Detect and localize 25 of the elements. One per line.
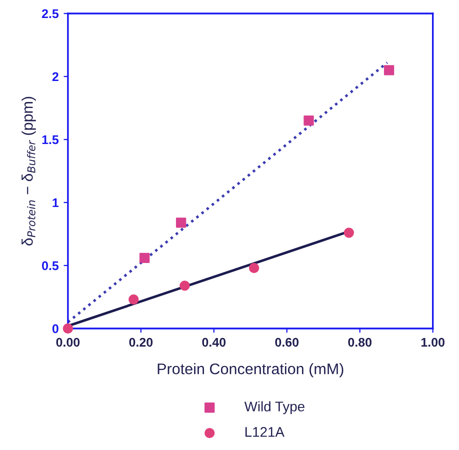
y-tick-label: 2 (52, 72, 58, 82)
y-tick-label: 1.5 (42, 135, 59, 144)
x-tick-label: 1.00 (421, 338, 444, 347)
y-tick-label: 1 (52, 198, 59, 208)
legend-label: Wild Type (244, 401, 304, 414)
point (128, 294, 139, 305)
x-tick-label: 0.40 (202, 338, 226, 347)
x-tick-label: 0.60 (275, 338, 299, 347)
y-tick-label: 0.5 (42, 261, 59, 270)
point (304, 116, 314, 126)
point (248, 262, 260, 274)
x-axis-title: Protein Concentration (mM) (158, 363, 344, 378)
y-axis-title: δ$_{Protein}$ − δ$_{Buffer}$ (ppm) (22, 96, 36, 246)
legend-label: L121A (245, 427, 284, 437)
point (384, 65, 394, 76)
point (180, 280, 190, 291)
point (139, 252, 150, 264)
y-tick-label: 2.5 (42, 9, 59, 18)
point (344, 228, 354, 238)
x-tick-label: 0.00 (56, 338, 80, 347)
x-tick-label: 0.80 (348, 338, 372, 347)
point (176, 218, 186, 228)
point (62, 323, 74, 334)
x-tick-label: 0.20 (129, 338, 153, 347)
y-tick-label: 0 (52, 324, 58, 334)
